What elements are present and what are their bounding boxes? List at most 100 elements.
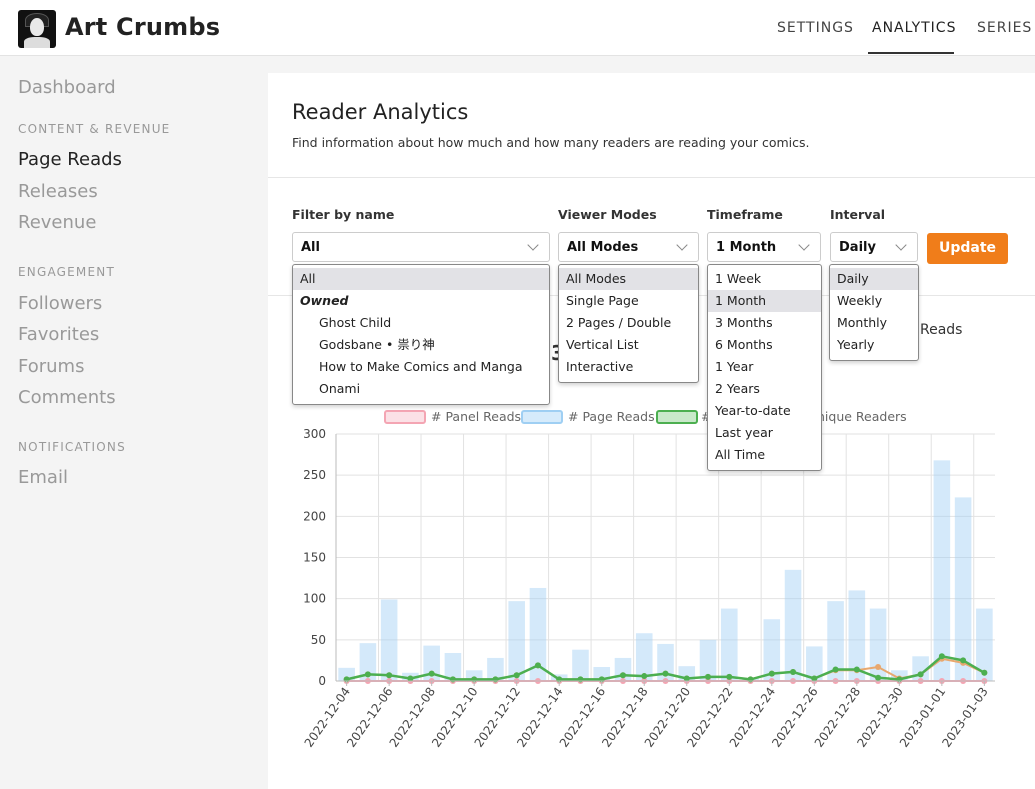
- page-reads-bar: [763, 619, 781, 681]
- chart-reads-fragment: Reads: [920, 322, 962, 338]
- sidebar-item-page-reads[interactable]: Page Reads: [18, 149, 122, 170]
- timeframe-label: Timeframe: [707, 207, 783, 222]
- viewer-modes-label: Viewer Modes: [558, 207, 657, 222]
- sidebar-item-favorites[interactable]: Favorites: [18, 324, 100, 345]
- viewer-mode-option[interactable]: All Modes: [559, 268, 698, 290]
- timeframe-option[interactable]: 1 Week: [715, 271, 762, 286]
- timeframe-option[interactable]: Year-to-date: [715, 403, 791, 418]
- page-reads-bar: [720, 608, 738, 681]
- sidebar-item-email[interactable]: Email: [18, 467, 68, 488]
- filter-name-option[interactable]: How to Make Comics and Manga: [319, 359, 523, 374]
- page-reads-bar: [699, 639, 717, 681]
- sidebar-item-releases[interactable]: Releases: [18, 181, 98, 202]
- viewer-mode-option[interactable]: 2 Pages / Double: [566, 315, 672, 330]
- y-tick-label: 250: [303, 468, 326, 482]
- filter-name-option[interactable]: All: [293, 268, 549, 290]
- legend-label-panel-reads: # Panel Reads: [431, 409, 521, 424]
- viewer-modes-value: All Modes: [567, 240, 639, 255]
- y-tick-label: 150: [303, 551, 326, 565]
- interval-option[interactable]: Monthly: [837, 315, 888, 330]
- page-reads-bar: [954, 497, 972, 681]
- timeframe-option[interactable]: Last year: [715, 425, 773, 440]
- timeframe-option[interactable]: 1 Year: [715, 359, 754, 374]
- chevron-down-icon: [527, 239, 539, 251]
- page-description: Find information about how much and how …: [292, 135, 810, 150]
- chevron-down-icon: [895, 239, 907, 251]
- nav-settings[interactable]: SETTINGS: [777, 20, 854, 36]
- filter-name-value: All: [301, 240, 320, 255]
- filter-name-option[interactable]: Godsbane • 祟り神: [319, 337, 435, 352]
- nav-analytics[interactable]: ANALYTICS: [872, 20, 957, 36]
- interval-value: Daily: [839, 240, 876, 255]
- green-series-point: [705, 673, 712, 680]
- legend-swatch-panel-reads: [384, 410, 426, 424]
- y-tick-label: 200: [303, 509, 326, 523]
- timeframe-option[interactable]: 2 Years: [715, 381, 760, 396]
- timeframe-option[interactable]: All Time: [715, 447, 766, 462]
- page-reads-bar: [635, 633, 653, 681]
- page-reads-bar: [444, 653, 462, 681]
- interval-option[interactable]: Daily: [830, 268, 918, 290]
- page-title: Reader Analytics: [292, 100, 469, 124]
- page-reads-bar: [487, 657, 504, 681]
- green-series-point: [938, 653, 945, 660]
- interval-dropdown: Daily Weekly Monthly Yearly: [829, 264, 919, 361]
- sidebar-item-comments[interactable]: Comments: [18, 387, 116, 408]
- viewer-mode-option[interactable]: Interactive: [566, 359, 634, 374]
- interval-label: Interval: [830, 207, 886, 222]
- green-series-point: [875, 674, 882, 681]
- logo[interactable]: [18, 10, 56, 48]
- filter-name-option: Owned: [300, 293, 349, 308]
- interval-select[interactable]: Daily: [830, 232, 918, 262]
- timeframe-option[interactable]: 1 Month: [708, 290, 821, 312]
- page-reads-bar: [572, 649, 589, 681]
- interval-option[interactable]: Yearly: [837, 337, 875, 352]
- legend-swatch-green: [656, 410, 698, 424]
- sidebar-heading-content: CONTENT & REVENUE: [18, 122, 171, 136]
- green-series-point: [832, 666, 839, 673]
- filter-name-option[interactable]: Onami: [319, 381, 361, 396]
- filter-name-select[interactable]: All: [292, 232, 550, 262]
- active-nav-indicator: [868, 52, 954, 54]
- y-tick-label: 50: [311, 633, 326, 647]
- viewer-mode-option[interactable]: Single Page: [566, 293, 639, 308]
- chevron-down-icon: [676, 239, 688, 251]
- green-series-point: [534, 662, 541, 669]
- legend-label-green: #: [701, 409, 711, 424]
- sidebar-item-forums[interactable]: Forums: [18, 356, 85, 377]
- sidebar-item-revenue[interactable]: Revenue: [18, 212, 97, 233]
- green-series-point: [428, 670, 435, 677]
- green-series-point: [619, 672, 626, 679]
- unique-readers-point: [875, 664, 882, 671]
- page-reads-bar: [869, 608, 887, 681]
- page-reads-bar: [508, 601, 525, 681]
- nav-series[interactable]: SERIES: [977, 20, 1033, 36]
- brand-name[interactable]: Art Crumbs: [65, 13, 221, 41]
- viewer-mode-option[interactable]: Vertical List: [566, 337, 639, 352]
- page-reads-bar: [933, 460, 951, 681]
- filter-name-dropdown: All Owned Ghost Child Godsbane • 祟り神 How to …: [292, 264, 550, 405]
- page-reads-bar: [380, 599, 398, 681]
- timeframe-option[interactable]: 6 Months: [715, 337, 773, 352]
- timeframe-select[interactable]: 1 Month: [707, 232, 821, 262]
- chart-legend: # Panel Reads # Page Reads # nique Reade…: [384, 409, 907, 424]
- y-tick-label: 100: [303, 592, 326, 606]
- update-button[interactable]: Update: [927, 233, 1008, 264]
- viewer-modes-select[interactable]: All Modes: [558, 232, 699, 262]
- green-series-point: [917, 671, 924, 678]
- legend-label-page-reads: # Page Reads: [568, 409, 655, 424]
- y-tick-label: 0: [318, 674, 326, 688]
- page-reads-bar: [529, 587, 547, 681]
- timeframe-option[interactable]: 3 Months: [715, 315, 773, 330]
- sidebar-item-followers[interactable]: Followers: [18, 293, 103, 314]
- page-reads-bar: [465, 670, 483, 681]
- filter-name-label: Filter by name: [292, 207, 395, 222]
- sidebar-item-dashboard[interactable]: Dashboard: [18, 77, 116, 98]
- page-reads-bar: [423, 645, 440, 681]
- timeframe-dropdown: 1 Week 1 Month 3 Months 6 Months 1 Year 2 Yea…: [707, 264, 822, 471]
- filter-name-option[interactable]: Ghost Child: [319, 315, 392, 330]
- sidebar-heading-notifications: NOTIFICATIONS: [18, 440, 126, 454]
- page-reads-bar: [827, 601, 844, 681]
- interval-option[interactable]: Weekly: [837, 293, 883, 308]
- green-series-point: [768, 670, 775, 677]
